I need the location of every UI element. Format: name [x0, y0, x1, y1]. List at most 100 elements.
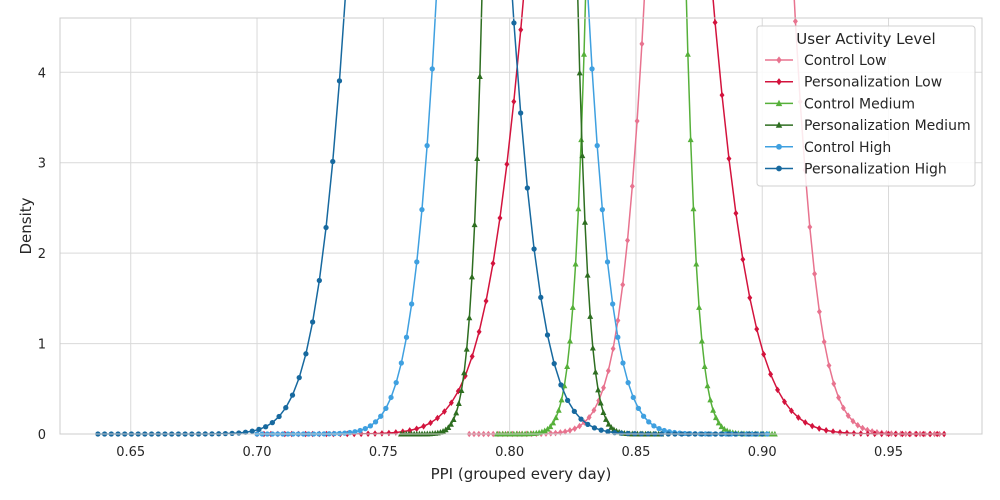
data-point	[816, 308, 822, 316]
series-control-high	[254, 0, 770, 437]
data-point	[476, 328, 482, 336]
data-point	[429, 66, 435, 72]
data-point	[564, 363, 571, 370]
data-point	[463, 345, 470, 352]
plot-frame	[59, 17, 983, 435]
data-point	[388, 394, 394, 401]
data-point	[336, 430, 343, 437]
data-point	[812, 270, 818, 278]
data-point	[840, 404, 846, 412]
data-point	[450, 416, 457, 423]
data-point	[610, 345, 616, 353]
data-point	[639, 40, 645, 48]
x-tick-label: 0.85	[621, 445, 650, 460]
data-point	[548, 430, 554, 437]
data-point	[589, 66, 595, 72]
data-point	[577, 422, 583, 430]
data-point	[718, 423, 725, 430]
data-point	[776, 165, 782, 172]
data-point	[595, 386, 602, 393]
data-point	[795, 414, 801, 421]
x-tick-label: 0.80	[495, 445, 524, 460]
x-axis-label: PPI (grouped every day)	[431, 465, 612, 483]
data-point	[352, 429, 358, 435]
y-tick-label: 2	[38, 247, 46, 262]
data-point	[646, 419, 652, 425]
data-point	[461, 369, 468, 376]
data-point	[342, 430, 348, 436]
x-tick-label: 0.75	[369, 445, 398, 460]
data-point	[747, 294, 753, 302]
data-point	[687, 136, 694, 143]
data-point	[726, 155, 732, 162]
data-point	[874, 428, 880, 436]
legend-label: Personalization Medium	[804, 118, 971, 134]
data-point	[826, 362, 832, 369]
data-point	[651, 423, 657, 429]
data-point	[831, 380, 837, 388]
data-point	[775, 99, 783, 107]
data-point	[469, 273, 475, 280]
data-point	[634, 117, 640, 125]
data-point	[754, 325, 760, 333]
data-point	[776, 78, 782, 86]
data-point	[330, 158, 336, 165]
data-point	[581, 51, 587, 57]
data-point	[518, 26, 524, 34]
data-point	[303, 351, 309, 357]
data-point	[283, 405, 289, 411]
data-point	[620, 281, 626, 289]
data-point	[710, 406, 717, 413]
data-point	[869, 428, 875, 435]
legend-label: Personalization Low	[804, 75, 942, 91]
x-tick-label: 0.70	[243, 445, 272, 460]
data-point	[414, 259, 420, 265]
data-point	[844, 429, 850, 437]
data-point	[625, 380, 631, 386]
data-point	[547, 423, 554, 430]
data-point	[596, 397, 602, 404]
data-point	[586, 414, 592, 421]
data-point	[600, 409, 607, 416]
data-point	[541, 427, 548, 434]
data-point	[236, 430, 242, 436]
data-point	[511, 20, 517, 26]
data-point	[538, 294, 544, 301]
x-tick-label: 0.95	[874, 445, 903, 460]
legend-item: Personalization Medium	[765, 118, 971, 134]
data-point	[733, 209, 739, 217]
data-point	[605, 429, 611, 435]
data-point	[458, 387, 465, 393]
data-point	[421, 422, 427, 430]
data-point	[435, 414, 440, 422]
data-point	[575, 205, 582, 212]
data-point	[557, 429, 563, 436]
data-point	[558, 382, 564, 388]
data-point	[620, 360, 626, 366]
data-point	[604, 259, 611, 265]
data-point	[448, 399, 454, 407]
data-point	[414, 425, 420, 433]
data-point	[572, 260, 579, 267]
data-point	[511, 98, 517, 105]
data-point	[584, 271, 591, 278]
data-point	[483, 297, 489, 305]
data-point	[615, 334, 621, 340]
legend-label: Control Low	[804, 53, 887, 69]
data-point	[379, 430, 385, 437]
data-point	[466, 314, 473, 321]
data-point	[447, 420, 454, 427]
data-point	[837, 429, 843, 436]
legend-item: Control Medium	[765, 96, 915, 112]
data-point	[453, 409, 460, 416]
data-point	[707, 396, 714, 403]
data-point	[572, 425, 578, 432]
data-point	[635, 405, 642, 411]
data-point	[455, 400, 462, 406]
data-point	[562, 428, 568, 435]
data-point	[403, 334, 410, 340]
data-point	[564, 397, 571, 404]
legend-label: Control Medium	[804, 96, 915, 112]
data-point	[561, 382, 568, 389]
